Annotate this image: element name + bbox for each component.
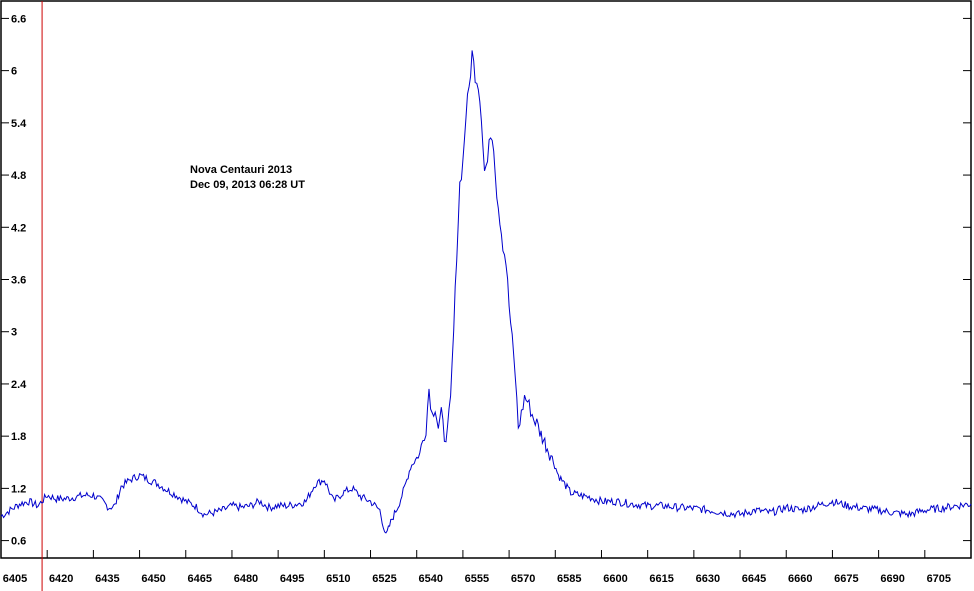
x-tick-label: 6450 [141, 573, 165, 585]
y-tick-label: 4.8 [11, 170, 26, 182]
x-tick-label: 6495 [280, 573, 304, 585]
y-tick-label: 1.8 [11, 431, 26, 443]
y-tick-label: 6 [11, 66, 17, 78]
x-tick-label: 6525 [372, 573, 396, 585]
series-line [0, 50, 972, 534]
y-tick-label: 0.6 [11, 536, 26, 548]
x-tick-label: 6705 [927, 573, 951, 585]
x-tick-label: 6510 [326, 573, 350, 585]
x-tick-label: 6570 [511, 573, 535, 585]
annotation-title: Nova Centauri 2013 [190, 164, 292, 176]
plot-frame [0, 0, 972, 559]
x-tick-label: 6630 [696, 573, 720, 585]
x-tick-label: 6660 [788, 573, 812, 585]
y-tick-label: 5.4 [11, 118, 27, 130]
x-tick-label: 6690 [880, 573, 904, 585]
x-tick-label: 6600 [603, 573, 627, 585]
x-tick-label: 6615 [649, 573, 673, 585]
x-tick-label: 6555 [465, 573, 489, 585]
x-tick-label: 6480 [234, 573, 258, 585]
y-tick-label: 2.4 [11, 379, 27, 391]
x-tick-label: 6675 [834, 573, 858, 585]
annotation-date: Dec 09, 2013 06:28 UT [190, 179, 305, 191]
y-tick-label: 6.6 [11, 13, 26, 25]
x-tick-label: 6645 [742, 573, 766, 585]
x-tick-label: 6540 [418, 573, 442, 585]
y-tick-label: 1.2 [11, 483, 26, 495]
x-tick-label: 6465 [188, 573, 212, 585]
x-tick-label: 6435 [95, 573, 119, 585]
y-tick-label: 3.6 [11, 275, 26, 287]
x-tick-label: 6405 [3, 573, 27, 585]
y-tick-label: 4.2 [11, 222, 26, 234]
x-axis-ticks: 6405 6420 6435 6450 6465 6480 6495 6510 6525 6540… [0, 550, 951, 585]
y-tick-label: 3 [11, 327, 17, 339]
y-axis-ticks: 0.6 1.2 1.8 2.4 3 3.6 4.2 4.8 5.4 6 6.6 [1, 13, 971, 548]
x-tick-label: 6585 [557, 573, 581, 585]
x-tick-label: 6420 [49, 573, 73, 585]
